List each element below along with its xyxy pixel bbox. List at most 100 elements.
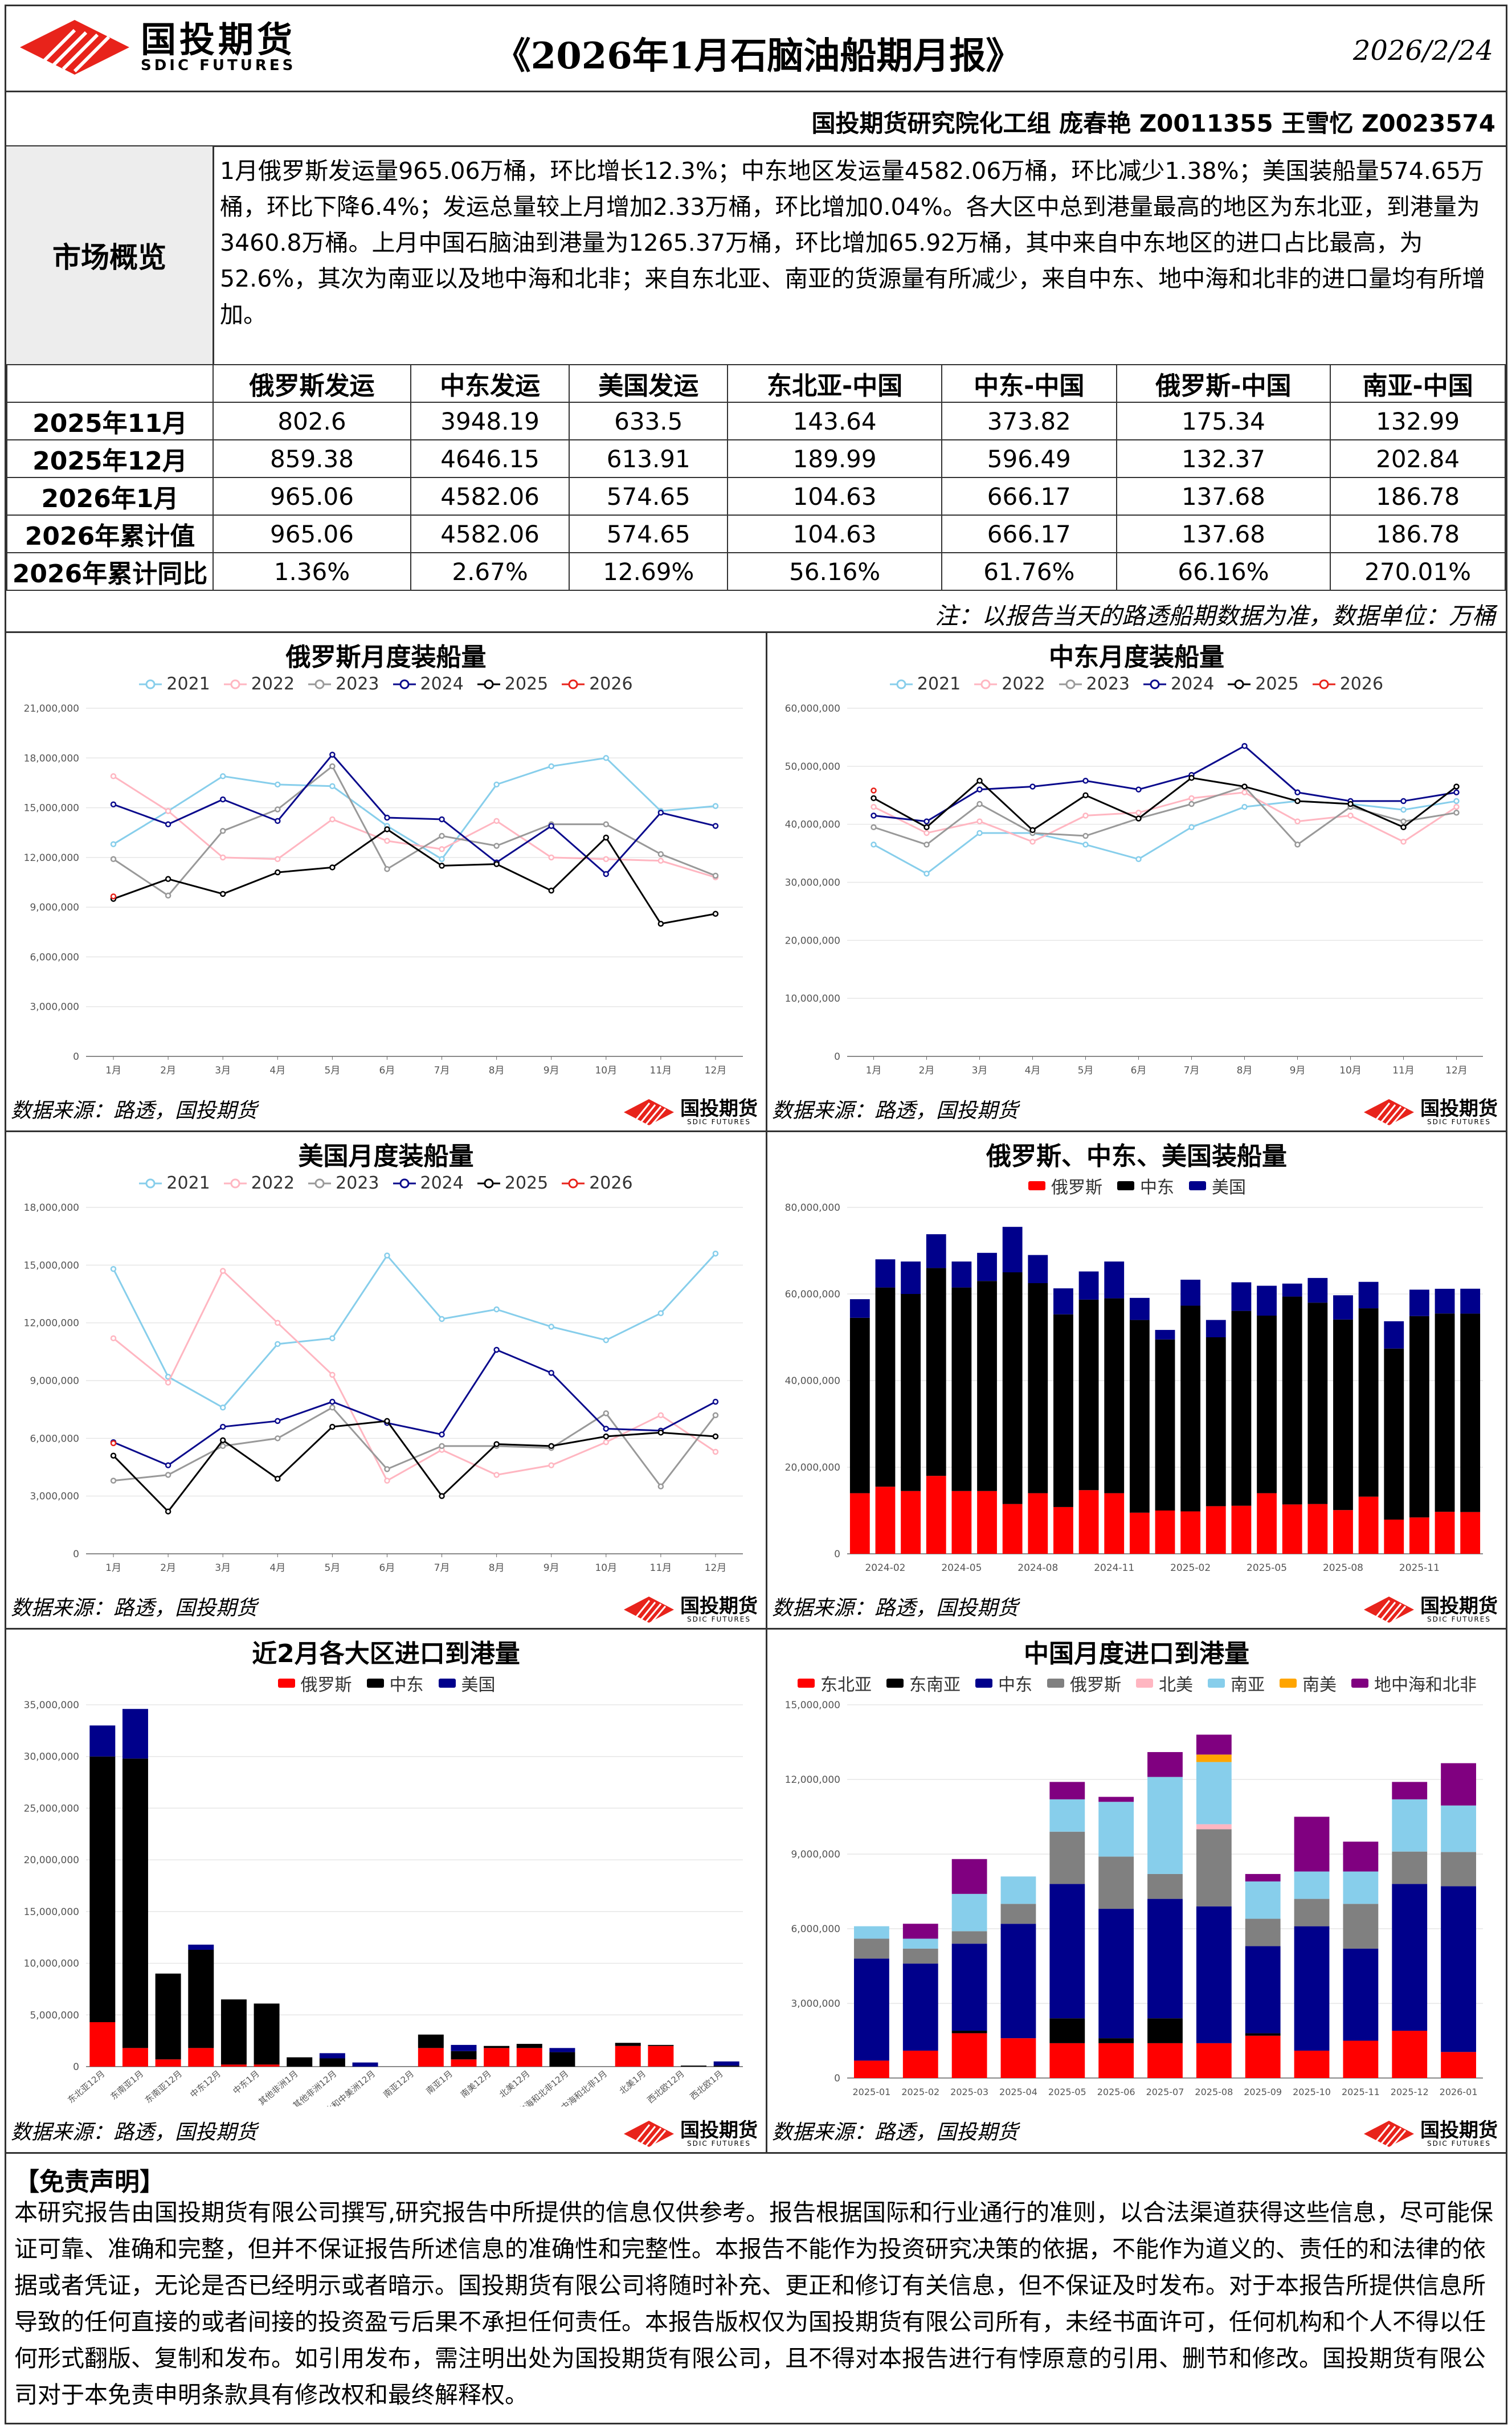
table-cell: 104.63 (727, 477, 942, 516)
legend-item: 2023 (1059, 674, 1130, 694)
data-point (1453, 803, 1460, 810)
y-tick-label: 60,000,000 (785, 703, 840, 715)
table-cell: 2.67% (410, 552, 570, 591)
table-cell: 66.16% (1115, 552, 1331, 591)
y-tick-label: 50,000,000 (785, 761, 840, 773)
bar-segment (1129, 1297, 1150, 1320)
y-tick-label: 15,000,000 (785, 1700, 840, 1711)
bar-segment (1028, 1283, 1048, 1493)
data-point (603, 755, 610, 761)
data-point (219, 796, 226, 803)
bar-segment (1343, 1948, 1379, 2041)
y-tick-label: 12,000,000 (24, 1318, 79, 1329)
x-tick-label: 10月 (1339, 1065, 1362, 1076)
bar-segment (1441, 1763, 1476, 1806)
table-row-label: 2025年12月 (6, 439, 214, 478)
legend-marker-icon (366, 1679, 384, 1688)
data-point (384, 866, 390, 872)
table-cell: 56.16% (727, 552, 942, 591)
y-tick-label: 0 (834, 1549, 840, 1560)
bar-segment (901, 1294, 921, 1491)
data-point (1294, 789, 1301, 795)
legend-marker-icon (562, 679, 585, 689)
bar-segment (1294, 1816, 1330, 1872)
legend-item: 2025 (1228, 674, 1299, 694)
data-point (110, 856, 117, 863)
legend-marker-icon (975, 1679, 992, 1688)
bar-segment (1307, 1277, 1328, 1303)
chart-source: 数据来源：路透，国投期货 (772, 1597, 1019, 1620)
y-tick-label: 25,000,000 (24, 1803, 79, 1814)
bar-segment (122, 2048, 148, 2067)
legend-label: 2024 (420, 1173, 464, 1193)
legend-item: 地中海和北非 (1350, 1671, 1477, 1696)
legend-item: 俄罗斯 (1027, 1173, 1102, 1198)
series-line-2025 (873, 777, 1457, 831)
data-point (493, 1346, 500, 1353)
legend-marker-icon (223, 1178, 247, 1188)
data-point (657, 920, 664, 927)
legend-marker-icon (1280, 1679, 1297, 1688)
data-point (1453, 789, 1460, 795)
data-point (712, 1250, 719, 1257)
bar-segment (902, 1924, 938, 1939)
bar-segment (951, 2031, 987, 2034)
bar-segment (188, 2048, 214, 2067)
x-tick-label: 2025-02 (901, 2087, 939, 2097)
legend-marker-icon (798, 1679, 815, 1688)
logo-name-en: SDIC FUTURES (687, 1118, 751, 1126)
chart-source: 数据来源：路透，国投期货 (11, 2121, 258, 2144)
brand-logo: 国投期货 SDIC FUTURES (18, 19, 296, 76)
bar-segment (1098, 2043, 1134, 2078)
x-tick-label: 4月 (269, 1065, 285, 1076)
data-point (493, 843, 500, 849)
data-point (657, 1412, 664, 1419)
bar-segment (1155, 1339, 1175, 1511)
data-point (1400, 824, 1407, 831)
bar-segment (516, 2048, 542, 2067)
chart-legend: 东北亚 东南亚 中东 俄罗斯 北美 南亚 南美 地中海和北非 (767, 1671, 1506, 1696)
bar-segment (89, 2022, 116, 2067)
x-tick-label: 9月 (543, 1065, 559, 1076)
legend-label: 美国 (461, 1675, 496, 1695)
bar-segment (1098, 1909, 1134, 2039)
y-tick-label: 30,000,000 (785, 877, 840, 889)
data-point (110, 893, 117, 900)
table-cell: 104.63 (727, 515, 942, 553)
bar-segment (1282, 1296, 1302, 1505)
x-tick-label: 北美12月 (497, 2068, 532, 2100)
logo-text: 国投期货 SDIC FUTURES (1420, 1597, 1498, 1623)
legend-label: 2023 (336, 1173, 379, 1193)
bar-segment (1104, 1298, 1125, 1493)
table-cell: 202.84 (1330, 439, 1506, 478)
x-tick-label: 9月 (543, 1562, 559, 1574)
bar-segment (951, 2033, 987, 2078)
bar-segment (451, 2051, 477, 2060)
data-point (219, 891, 226, 897)
y-tick-label: 3,000,000 (30, 1491, 79, 1503)
bar-segment (220, 2064, 247, 2067)
y-tick-label: 0 (73, 1051, 79, 1063)
y-tick-label: 21,000,000 (24, 703, 79, 715)
data-point (165, 876, 171, 882)
data-point (165, 1508, 171, 1514)
y-tick-label: 15,000,000 (24, 803, 79, 814)
bar-segment (854, 1926, 889, 1939)
legend-label: 2025 (504, 674, 549, 694)
legend-item: 2025 (477, 674, 548, 694)
table-cell: 4582.06 (410, 477, 570, 516)
x-tick-label: 2025-08 (1195, 2087, 1233, 2097)
legend-marker-icon (477, 1178, 500, 1188)
legend-label: 东北亚 (820, 1675, 872, 1695)
bar-segment (484, 2048, 510, 2067)
legend-label: 2025 (504, 1173, 549, 1193)
legend-marker-icon (1117, 1181, 1134, 1190)
bar-segment (849, 1493, 870, 1554)
bar-segment (901, 1491, 921, 1554)
x-tick-label: 5月 (324, 1065, 340, 1076)
bar-segment (1000, 1904, 1036, 1924)
y-tick-label: 15,000,000 (24, 1907, 79, 1918)
bar-segment (926, 1234, 946, 1268)
data-point (110, 801, 117, 808)
data-point (165, 808, 171, 814)
